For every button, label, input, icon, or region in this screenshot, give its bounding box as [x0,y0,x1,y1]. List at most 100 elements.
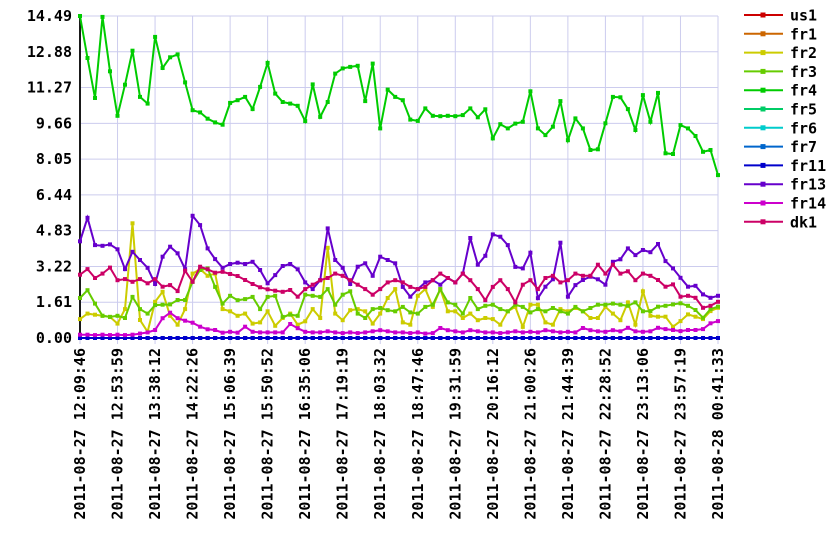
data-point-fr3 [295,313,300,318]
data-point-fr2 [130,221,135,226]
data-point-dk1 [213,270,218,275]
data-point-fr3 [483,303,488,308]
data-point-fr11 [318,336,323,340]
data-point-dk1 [633,278,638,283]
data-point-fr2 [85,311,90,316]
data-point-fr11 [213,336,218,340]
data-point-fr14 [408,331,413,336]
data-point-fr2 [565,309,570,314]
data-point-fr3 [348,289,353,294]
data-point-fr3 [228,293,233,298]
data-point-fr13 [603,282,608,287]
data-point-fr2 [415,293,420,298]
data-point-fr11 [303,336,308,340]
data-point-fr11 [265,336,270,340]
data-point-fr14 [258,330,263,335]
data-point-dk1 [348,278,353,283]
data-point-dk1 [550,273,555,278]
data-point-fr14 [168,310,173,315]
data-point-fr11 [243,336,248,340]
data-point-fr13 [640,248,645,252]
data-point-fr14 [671,328,675,332]
data-point-dk1 [453,280,458,285]
data-point-fr13 [235,260,240,265]
data-point-fr2 [475,318,480,323]
x-tick-label: 2011-08-27 22:28:52 [596,348,614,520]
data-point-fr13 [618,257,623,262]
data-point-fr11 [168,336,173,340]
data-point-dk1 [385,280,390,285]
data-point-fr3 [310,293,315,298]
data-point-fr14 [228,329,233,334]
data-point-fr4 [595,147,600,152]
data-point-fr11 [520,336,525,340]
data-point-fr3 [123,316,127,320]
data-point-fr4 [123,82,127,87]
data-point-fr4 [168,55,173,60]
data-point-fr4 [303,119,308,124]
data-point-fr14 [370,329,375,334]
data-point-fr3 [340,292,345,297]
data-point-fr11 [123,336,127,340]
data-point-fr14 [138,331,142,336]
data-point-fr11 [475,336,480,340]
data-point-fr14 [145,330,150,335]
data-point-fr3 [333,302,338,307]
data-point-fr3 [168,302,173,307]
data-point-fr14 [543,328,548,333]
data-point-fr4 [430,113,435,118]
data-point-fr3 [183,298,188,302]
data-point-fr14 [573,330,578,335]
data-point-dk1 [175,289,180,294]
data-point-fr2 [318,316,323,320]
data-point-fr2 [483,316,488,320]
data-point-fr3 [618,302,623,307]
data-point-fr3 [505,309,510,314]
data-point-fr4 [610,94,615,99]
data-point-dk1 [505,287,510,292]
data-point-fr4 [318,114,323,119]
data-point-fr13 [250,259,255,264]
data-point-fr11 [595,336,600,340]
legend-marker [760,50,766,56]
data-point-fr2 [348,308,353,313]
data-point-fr13 [145,265,150,270]
data-point-fr14 [348,330,353,335]
data-point-dk1 [130,279,135,284]
data-point-fr4 [558,99,563,104]
legend-item-fr4: fr4 [744,82,817,100]
data-point-fr2 [273,323,278,328]
data-point-fr14 [235,330,240,335]
data-point-fr13 [198,223,203,228]
data-point-fr4 [438,114,443,119]
data-point-fr13 [130,249,135,254]
data-point-dk1 [145,281,150,286]
data-point-fr11 [543,336,548,340]
data-point-fr2 [123,307,127,312]
data-point-fr14 [340,331,345,336]
data-point-fr2 [595,316,600,320]
data-point-fr2 [423,287,428,292]
data-point-fr14 [603,329,608,334]
data-point-fr4 [175,52,180,57]
data-point-fr3 [93,301,97,306]
data-point-fr3 [100,313,105,318]
data-point-fr14 [85,332,90,337]
data-point-fr3 [153,303,158,308]
data-point-fr14 [415,330,420,335]
legend-marker [760,31,766,37]
legend-item-fr6: fr6 [744,119,817,137]
data-point-fr14 [550,329,555,334]
data-point-dk1 [678,294,683,299]
data-point-dk1 [265,287,270,292]
data-point-fr3 [235,298,240,303]
data-point-fr4 [265,60,270,65]
data-point-fr11 [535,336,540,340]
data-point-dk1 [190,279,195,284]
x-tick-label: 2011-08-27 12:09:46 [71,348,89,520]
x-tick-label: 2011-08-27 23:13:06 [634,348,652,520]
data-point-fr3 [243,297,248,302]
data-point-fr14 [115,332,120,337]
x-tick-label: 2011-08-27 20:16:12 [484,348,502,520]
data-point-dk1 [183,268,188,273]
